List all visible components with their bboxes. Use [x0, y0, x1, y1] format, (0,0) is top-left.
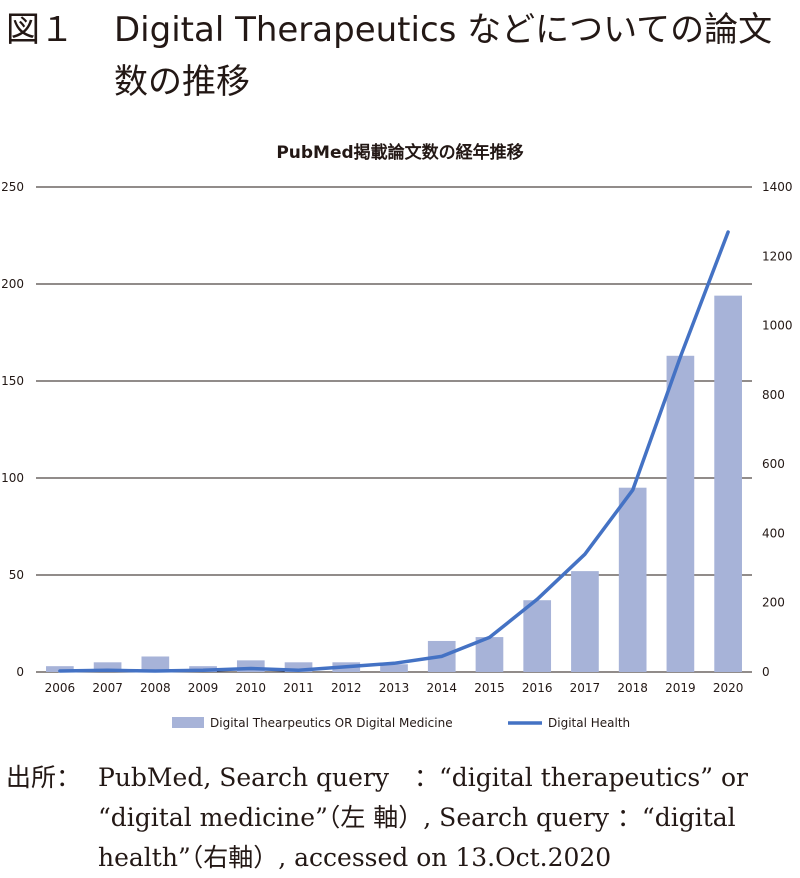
bar — [141, 656, 170, 672]
x-axis-tick-label: 2010 — [236, 681, 267, 695]
chart: PubMed掲載論文数の経年推移 0 50 100 150 200 250 0 200 400 6… — [0, 125, 800, 745]
x-axis-tick-label: 2018 — [617, 681, 648, 695]
x-axis-tick-label: 2014 — [426, 681, 457, 695]
figure-title-text: Digital Therapeutics などについての論文数の推移 — [114, 10, 773, 102]
right-axis-tick-label: 0 — [762, 665, 770, 679]
bar — [93, 662, 122, 672]
bar — [618, 487, 647, 672]
figure-label: 図１ — [6, 10, 74, 50]
x-axis-tick-label: 2012 — [331, 681, 362, 695]
right-axis-tick-label: 1400 — [762, 180, 793, 194]
bar — [236, 660, 265, 672]
figure-title: 図１ Digital Therapeutics などについての論文数の推移 — [6, 4, 796, 108]
x-axis-tick-label: 2019 — [665, 681, 696, 695]
bar — [284, 662, 313, 672]
bar — [571, 571, 599, 672]
line-series — [58, 230, 730, 673]
line-series-digital-health — [58, 230, 730, 673]
x-axis-tick-label: 2016 — [522, 681, 553, 695]
left-axis-tick-label: 250 — [1, 180, 24, 194]
bar — [46, 666, 74, 672]
x-axis-tick-label: 2013 — [379, 681, 410, 695]
right-axis-tick-label: 1000 — [762, 319, 793, 333]
legend-label-bar: Digital Thearpeutics OR Digital Medicine — [210, 716, 453, 730]
legend-swatch-bar — [172, 717, 204, 728]
x-axis-tick-label: 2008 — [140, 681, 171, 695]
right-axis-tick-label: 600 — [762, 457, 785, 471]
left-axis-tick-label: 100 — [1, 471, 24, 485]
left-axis-tick-label: 0 — [16, 665, 24, 679]
x-axis-tick-label: 2015 — [474, 681, 505, 695]
x-axis-tick-label: 2006 — [45, 681, 76, 695]
bar — [523, 600, 552, 672]
x-axis-tick-label: 2007 — [92, 681, 123, 695]
bar-series — [46, 295, 742, 672]
left-axis-tick-label: 150 — [1, 374, 24, 388]
bar — [380, 664, 408, 672]
source-label: 出所： — [6, 763, 82, 792]
x-axis-tick-label: 2017 — [570, 681, 601, 695]
chart-title: PubMed掲載論文数の経年推移 — [276, 142, 523, 163]
left-axis-tick-label: 200 — [1, 277, 24, 291]
source-text: PubMed, Search query ：“digital therapeut… — [98, 763, 748, 872]
x-axis-tick-label: 2009 — [188, 681, 219, 695]
legend-label-line: Digital Health — [548, 716, 630, 730]
right-axis-tick-label: 400 — [762, 526, 785, 540]
right-axis-tick-label: 800 — [762, 388, 785, 402]
axes: 0 50 100 150 200 250 0 200 400 600 800 1000 1200 1400… — [1, 180, 792, 695]
bar — [714, 295, 742, 672]
bar — [666, 355, 695, 672]
chart-svg: PubMed掲載論文数の経年推移 0 50 100 150 200 250 0 200 400 6… — [1, 142, 792, 730]
legend: Digital Thearpeutics OR Digital Medicine… — [172, 716, 630, 730]
right-axis-tick-label: 1200 — [762, 249, 793, 263]
x-axis-tick-label: 2011 — [283, 681, 314, 695]
left-axis-tick-label: 50 — [9, 568, 24, 582]
x-axis-tick-label: 2020 — [713, 681, 744, 695]
right-axis-tick-label: 200 — [762, 596, 785, 610]
